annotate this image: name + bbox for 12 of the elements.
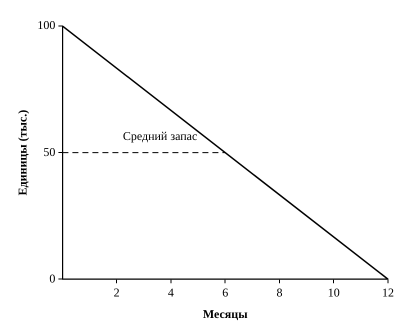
- ref-line-label: Средний запас: [122, 128, 198, 143]
- x-tick-label: 2: [114, 286, 120, 300]
- y-tick-label: 100: [37, 18, 56, 32]
- y-axis-title: Единицы (тыс.): [15, 110, 30, 196]
- x-tick-label: 8: [276, 286, 282, 300]
- x-axis-title: Месяцы: [202, 306, 248, 321]
- x-tick-label: 10: [328, 286, 340, 300]
- y-tick-label: 50: [43, 144, 56, 159]
- x-tick-label: 12: [382, 286, 394, 300]
- x-tick-label: 4: [168, 286, 174, 300]
- y-tick-label: 0: [49, 271, 56, 286]
- x-tick-label: 6: [222, 286, 228, 300]
